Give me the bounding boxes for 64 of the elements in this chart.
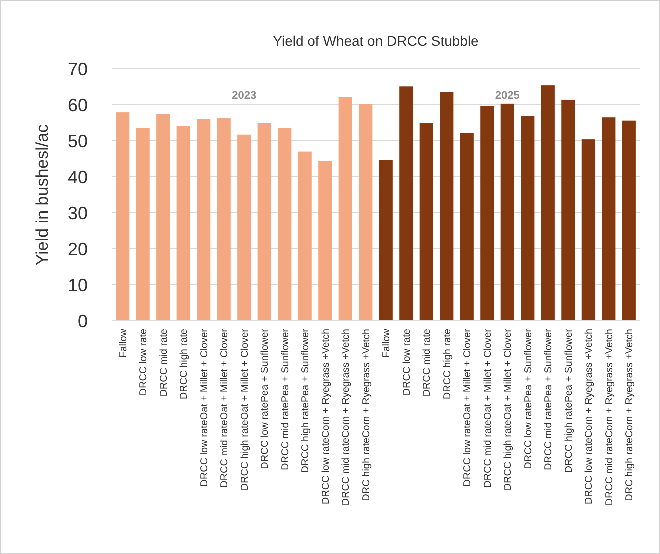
bar [318,161,332,321]
x-tick-label: DRCC mid rateOat + Millet + Clover [482,328,494,488]
bar [521,116,535,321]
y-tick-label: 20 [68,239,88,260]
x-tick-label: DRCC low ratePea + Sunflower [260,328,272,470]
bar [562,100,576,321]
x-tick-label: DRCC high ratePea + Sunflower [300,328,312,474]
bar [338,97,352,321]
x-tick-label: DRCC low rateCorn + Ryegrass +Vetch [584,329,596,505]
x-tick-label: DRCC low ratePea + Sunflower [523,328,534,470]
bar [460,133,474,321]
bar [278,128,292,321]
x-tick-label: Fallow [118,328,130,358]
bar [602,118,616,321]
y-tick-label: 0 [78,311,88,332]
y-tick-label: 50 [68,131,88,152]
x-tick-label: DRC high rateCorn + Ryegrass +Vetch [361,329,372,502]
y-tick-label: 30 [68,203,88,224]
chart-title: Yield of Wheat on DRCC Stubble [273,33,480,49]
bar [420,123,434,321]
x-tick-label: DRCC low rate [402,328,413,396]
bar [541,86,555,321]
y-axis-title: Yield in bushesl/ac [33,124,52,266]
x-tick-label: DRCC low rateOat + Millet + Clover [199,328,210,487]
bar [400,86,414,321]
x-tick-label: DRCC mid rateOat + Millet + Clover [220,328,231,488]
bar [582,140,596,321]
bar [136,128,150,321]
x-tick-label: DRCC mid rate [422,328,434,397]
annotation: 2025 [495,90,520,102]
y-tick-label: 40 [68,167,88,188]
bar [116,112,130,321]
x-tick-label: DRCC mid ratePea + Sunflower [544,328,555,470]
bar [197,119,211,321]
x-tick-label: DRCC mid rate [158,328,170,397]
x-tick-label: DRCC mid ratePea + Sunflower [280,328,292,470]
x-tick-label: DRCC low rateOat + Millet + Clover [462,328,474,487]
annotation: 2023 [232,90,257,102]
x-tick-label: DRCC high rateOat + Millet + Clover [240,328,251,491]
bar [440,92,454,321]
x-tick-label: DRCC high rate [442,328,454,400]
bar [622,120,636,321]
bar [359,104,373,321]
x-tick-label: DRCC high rate [179,328,190,400]
bar [238,134,252,321]
bar [500,104,514,321]
x-tick-label: Fallow [382,328,393,358]
bar [217,118,231,321]
x-tick-label: DRC high rateCorn + Ryegrass +Vetch [624,329,636,502]
bar [176,126,190,321]
y-tick-label: 10 [68,275,88,296]
x-tick-label: DRCC mid rateCorn + Ryegrass +Vetch [341,329,352,506]
x-tick-label: DRCC mid rateCorn + Ryegrass +Vetch [604,329,616,506]
bar [258,123,272,321]
bar [480,106,494,321]
bar [379,160,393,321]
y-tick-label: 60 [68,95,88,116]
bar [298,152,312,321]
x-tick-label: DRCC high rateOat + Millet + Clover [503,328,514,491]
x-tick-label: DRCC high ratePea + Sunflower [564,328,575,474]
bar [156,114,170,321]
x-tick-label: DRCC low rate [138,328,150,396]
x-tick-label: DRCC low rateCorn + Ryegrass +Vetch [320,329,332,505]
y-tick-label: 70 [68,59,88,80]
